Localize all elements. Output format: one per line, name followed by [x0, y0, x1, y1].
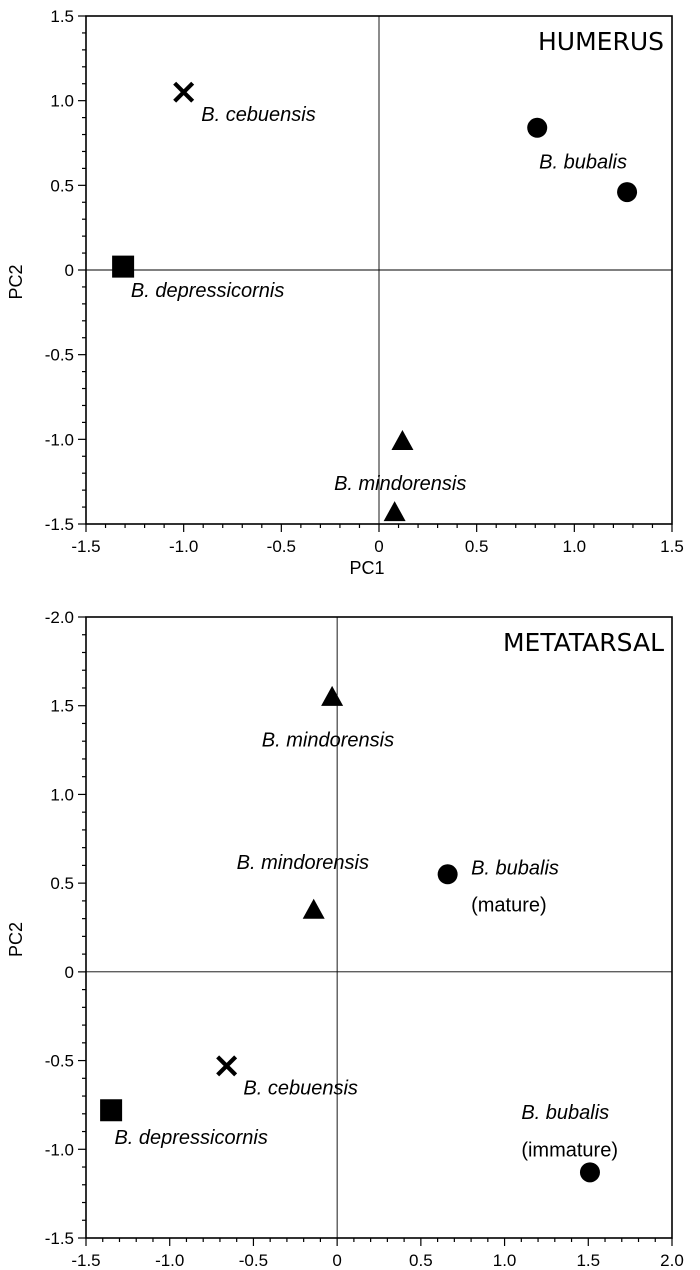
x-tick-label: 1.5 [660, 537, 684, 556]
point-label: B. bubalis [539, 151, 627, 173]
point-label: B. mindorensis [262, 730, 394, 752]
point-label: (immature) [521, 1139, 618, 1161]
point-label: B. depressicornis [114, 1127, 267, 1149]
circle-marker [617, 182, 638, 203]
x-tick-label: 1.5 [576, 1251, 600, 1270]
triangle-marker [383, 501, 406, 522]
x-tick-label: 0.5 [465, 537, 489, 556]
cross-marker [216, 1055, 238, 1077]
triangle-marker [302, 898, 325, 919]
chart-panel-2: -1.5 -1.0 -0.5 0 0.5 1.0 1.5 2.0 -2.0 1.5 1.0 0.5 0 -… [6, 608, 684, 1270]
y-tick-label: -0.5 [45, 346, 74, 365]
x-tick-label: -1.0 [155, 1251, 184, 1270]
point-label: B. cebuensis [243, 1077, 358, 1099]
point-label: B. mindorensis [237, 852, 369, 874]
x-tick-label: 1.0 [493, 1251, 517, 1270]
panel-title: METATARSAL [503, 628, 664, 657]
y-tick-label: -2.0 [45, 608, 74, 627]
x-tick-label: -1.5 [71, 1251, 100, 1270]
triangle-marker [391, 430, 414, 451]
square-marker [112, 255, 135, 278]
x-tick-label: 0 [332, 1251, 341, 1270]
y-axis-label: PC2 [6, 922, 26, 957]
y-tick-label: 1.0 [50, 785, 74, 804]
point-label: (mature) [471, 895, 547, 917]
panel-title: HUMERUS [538, 27, 664, 56]
y-axis-label: PC2 [6, 264, 26, 299]
y-tick-label: 1.5 [50, 7, 74, 26]
y-tick-label: 0.5 [50, 176, 74, 195]
circle-marker [437, 864, 458, 885]
y-tick-label: 0 [65, 963, 74, 982]
square-marker [100, 1099, 123, 1122]
x-axis-label: PC1 [349, 558, 384, 578]
x-tick-label: 0.5 [409, 1251, 433, 1270]
y-tick-label: 0.5 [50, 874, 74, 893]
x-tick-label: -1.0 [169, 537, 198, 556]
x-tick-label: -0.5 [239, 1251, 268, 1270]
y-tick-label: 0 [65, 261, 74, 280]
point-label: B. bubalis [521, 1102, 609, 1124]
chart-panel-1: -1.5 -1.0 -0.5 0 0.5 1.0 1.5 1.5 1.0 0.5 0 -0.5 -1.0… [6, 7, 684, 578]
y-tick-label: 1.5 [50, 697, 74, 716]
y-tick-label: -1.0 [45, 1140, 74, 1159]
plot-frame [85, 616, 673, 1239]
y-tick-label: 1.0 [50, 92, 74, 111]
x-tick-label: -1.5 [71, 537, 100, 556]
x-tick-label: 2.0 [660, 1251, 684, 1270]
circle-marker [579, 1162, 600, 1183]
point-label: B. cebuensis [201, 104, 316, 126]
triangle-marker [321, 685, 344, 706]
y-tick-label: -1.0 [45, 430, 74, 449]
x-tick-label: -0.5 [267, 537, 296, 556]
y-tick-label: -0.5 [45, 1052, 74, 1071]
point-label: B. depressicornis [131, 280, 284, 302]
point-label: B. mindorensis [334, 473, 466, 495]
circle-marker [527, 117, 548, 138]
x-tick-label: 1.0 [563, 537, 587, 556]
point-label: B. bubalis [471, 857, 559, 879]
cross-marker [173, 81, 195, 103]
x-tick-label: 0 [374, 537, 383, 556]
y-tick-label: -1.5 [45, 515, 74, 534]
y-tick-label: -1.5 [45, 1229, 74, 1248]
